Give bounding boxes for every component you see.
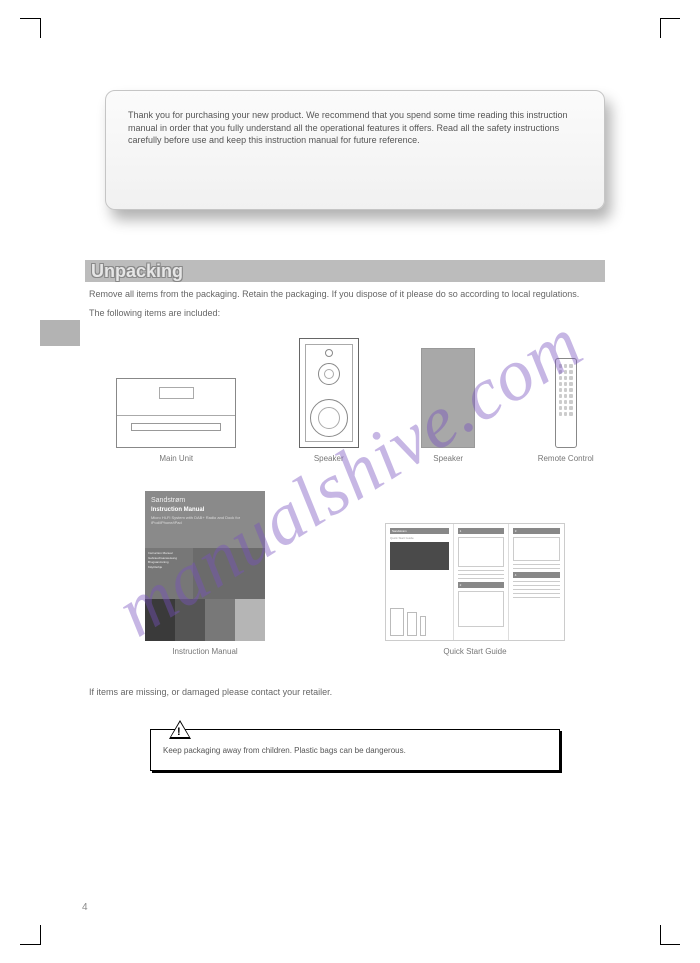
speaker-caption-2: Speaker [433,454,463,463]
items-intro-text: The following items are included: [89,307,621,320]
main-unit-illustration [116,378,236,448]
qsg-title: Quick Start Guide [390,536,449,540]
speaker-solid-illustration [421,348,475,448]
manual-subtitle: Micro Hi-Fi System with DAB+ Radio and D… [151,515,259,525]
remote-illustration [555,358,577,448]
main-unit-caption: Main Unit [159,454,193,463]
manual-brand: Sandstrøm [151,497,259,504]
intro-callout-box: Thank you for purchasing your new produc… [105,90,605,210]
speaker-caption: Speaker [314,454,344,463]
page-number: 4 [82,902,88,913]
section-title: Unpacking [91,261,183,282]
item-manual: Sandstrøm Instruction Manual Micro Hi-Fi… [145,491,265,656]
warning-exclamation-icon: ! [177,726,181,738]
section-heading-bar: Unpacking [85,260,605,282]
manual-caption: Instruction Manual [172,647,237,656]
unpacking-lead-text: Remove all items from the packaging. Ret… [89,288,621,301]
package-items-row: Main Unit Speaker Speaker [85,338,625,463]
speaker-outline-illustration [299,338,359,448]
manual-illustration: Sandstrøm Instruction Manual Micro Hi-Fi… [145,491,265,641]
remote-caption: Remote Control [538,454,594,463]
documentation-row: Sandstrøm Instruction Manual Micro Hi-Fi… [85,491,625,656]
page-content: Thank you for purchasing your new produc… [85,60,625,771]
side-index-tab [40,320,80,346]
item-speaker-solid: Speaker [421,348,475,463]
item-speaker-outline: Speaker [299,338,359,463]
warning-box: ! Keep packaging away from children. Pla… [150,729,560,771]
manual-title: Instruction Manual [151,507,259,513]
intro-text: Thank you for purchasing your new produc… [128,110,568,145]
item-remote: Remote Control [538,358,594,463]
qsg-caption: Quick Start Guide [443,647,506,656]
qsg-brand: Sandstrøm [390,528,449,534]
item-main-unit: Main Unit [116,378,236,463]
item-qsg: Sandstrøm Quick Start Guide 1 [385,523,565,656]
qsg-illustration: Sandstrøm Quick Start Guide 1 [385,523,565,641]
missing-items-note: If items are missing, or damaged please … [89,686,621,699]
warning-text: Keep packaging away from children. Plast… [163,746,406,755]
